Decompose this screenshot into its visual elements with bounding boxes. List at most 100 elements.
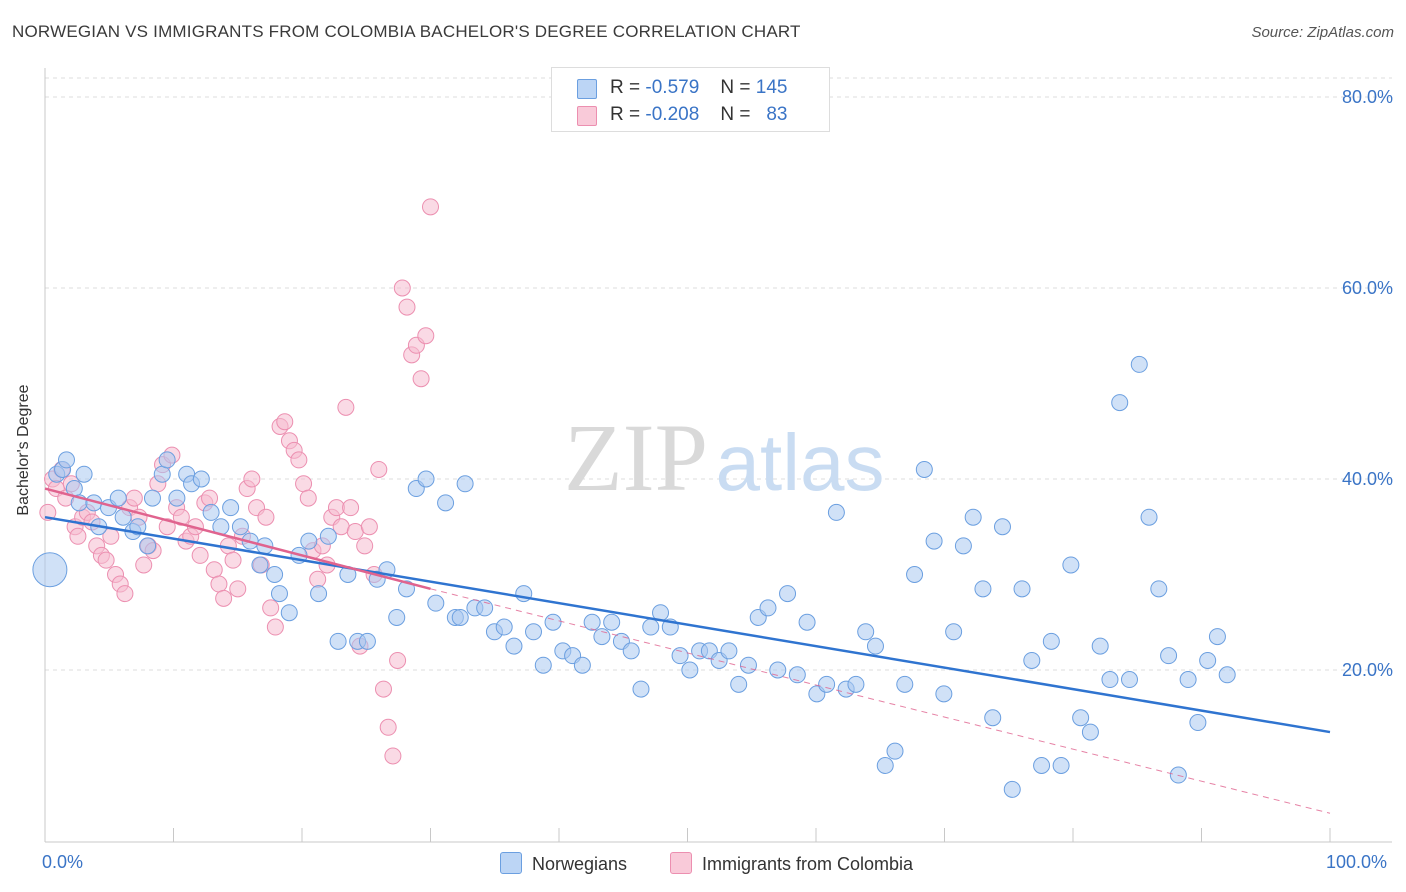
colombia-point: [356, 537, 374, 555]
norwegian-point: [32, 552, 68, 588]
colombia-point: [290, 451, 308, 469]
norwegian-point: [671, 647, 689, 665]
norwegian-point: [1052, 757, 1070, 774]
norwegian-point: [730, 675, 748, 693]
colombia-point: [205, 561, 223, 579]
colombia-point: [327, 499, 345, 517]
norwegian-point: [358, 632, 376, 650]
norwegian-point: [984, 709, 1002, 727]
norwegian-point: [847, 675, 865, 693]
norwegian-point: [417, 470, 435, 488]
y-tick-label-1: 40.0%: [1342, 469, 1393, 489]
colombia-point: [360, 518, 378, 536]
norwegian-point: [632, 680, 650, 698]
norwegian-point: [798, 613, 816, 631]
norwegian-point: [573, 656, 591, 674]
norwegian-point: [1072, 709, 1090, 727]
bottom-swatch-blue: [500, 852, 522, 874]
norwegian-point: [251, 556, 269, 574]
source-label: Source: ZipAtlas.com: [1251, 24, 1394, 41]
norwegian-point: [495, 618, 513, 636]
norwegian-point: [129, 518, 147, 536]
colombia-point: [299, 489, 317, 507]
norwegian-point: [310, 585, 328, 603]
y-tick-labels: 20.0% 40.0% 60.0% 80.0%: [1342, 87, 1393, 680]
norwegian-point: [202, 503, 220, 521]
colombia-point: [295, 475, 313, 493]
norwegian-point: [266, 566, 284, 583]
norwegian-point: [192, 470, 210, 488]
trend-extension-colombia: [430, 588, 1331, 814]
norwegian-point: [720, 642, 738, 660]
bottom-legend-label-colombia: Immigrants from Colombia: [702, 854, 914, 874]
watermark: ZIP atlas: [564, 404, 884, 511]
colombia-point: [342, 499, 360, 517]
norwegian-point: [1062, 556, 1080, 574]
norwegian-point: [300, 532, 318, 550]
legend-stats-norwegians: R = -0.579 N = 145: [610, 77, 788, 98]
norwegian-point: [866, 637, 884, 655]
trend-line-colombia: [44, 487, 431, 591]
norwegian-point: [886, 742, 904, 760]
colombia-point: [309, 570, 327, 588]
norwegian-point: [1199, 651, 1217, 669]
legend-row-norwegians: R = -0.579 N = 145: [552, 75, 829, 103]
colombia-point: [257, 508, 275, 526]
norwegian-point: [222, 499, 240, 517]
norwegian-point: [1140, 508, 1158, 526]
norwegian-point: [954, 537, 972, 555]
norwegian-point: [964, 508, 982, 526]
correlation-legend: R = -0.579 N = 145 R = -0.208 N = 83: [551, 67, 830, 132]
bottom-swatch-pink: [670, 852, 692, 874]
norwegian-point: [1150, 580, 1168, 598]
bottom-legend-label-norwegians: Norwegians: [532, 854, 628, 874]
norwegian-point: [143, 489, 161, 507]
norwegian-point: [451, 608, 469, 626]
colombia-point: [393, 279, 411, 297]
y-tick-label-2: 60.0%: [1342, 278, 1393, 298]
norwegian-point: [1208, 628, 1226, 646]
legend-r-colombia: -0.208: [645, 104, 700, 125]
norwegian-point: [1160, 647, 1178, 665]
norwegian-point: [642, 618, 660, 636]
colombia-point: [266, 618, 284, 636]
norwegian-point: [437, 494, 455, 512]
norwegian-point: [788, 666, 806, 684]
trend-line-norwegians: [44, 515, 1331, 734]
norwegian-point: [1081, 723, 1099, 741]
legend-r-norwegians: -0.579: [645, 77, 700, 98]
colombia-point: [346, 523, 364, 541]
norwegian-point: [896, 675, 914, 693]
norwegian-point: [280, 604, 298, 622]
legend-swatch-pink: [577, 106, 597, 126]
norwegian-point: [388, 608, 406, 626]
grid-lines: [45, 77, 1392, 671]
colombia-point: [417, 327, 435, 345]
norwegian-point: [857, 623, 875, 641]
colombia-point: [422, 198, 439, 216]
norwegian-point: [1111, 394, 1129, 412]
norwegian-point: [593, 628, 611, 646]
watermark-atlas: atlas: [716, 418, 885, 507]
x-tick-label-max: 100.0%: [1326, 852, 1388, 872]
norwegian-point: [945, 623, 963, 641]
norwegian-point: [456, 475, 474, 493]
colombia-point: [116, 585, 134, 603]
norwegian-point: [1130, 355, 1148, 373]
colombia-point: [39, 503, 57, 521]
norwegian-point: [1218, 666, 1236, 684]
norwegian-point: [270, 585, 288, 603]
norwegian-point: [759, 599, 777, 617]
series-norwegians-points: [32, 355, 1236, 798]
bottom-legend-colombia: Immigrants from Colombia: [670, 852, 913, 875]
norwegian-point: [1120, 671, 1138, 689]
norwegian-point: [583, 613, 601, 631]
norwegian-point: [75, 465, 93, 483]
norwegian-point: [603, 613, 621, 631]
colombia-point: [398, 298, 416, 316]
legend-swatch-blue: [577, 79, 597, 99]
colombia-point: [125, 489, 143, 507]
colombia-point: [243, 470, 261, 488]
norwegian-point: [818, 675, 836, 693]
norwegian-point: [329, 632, 347, 650]
